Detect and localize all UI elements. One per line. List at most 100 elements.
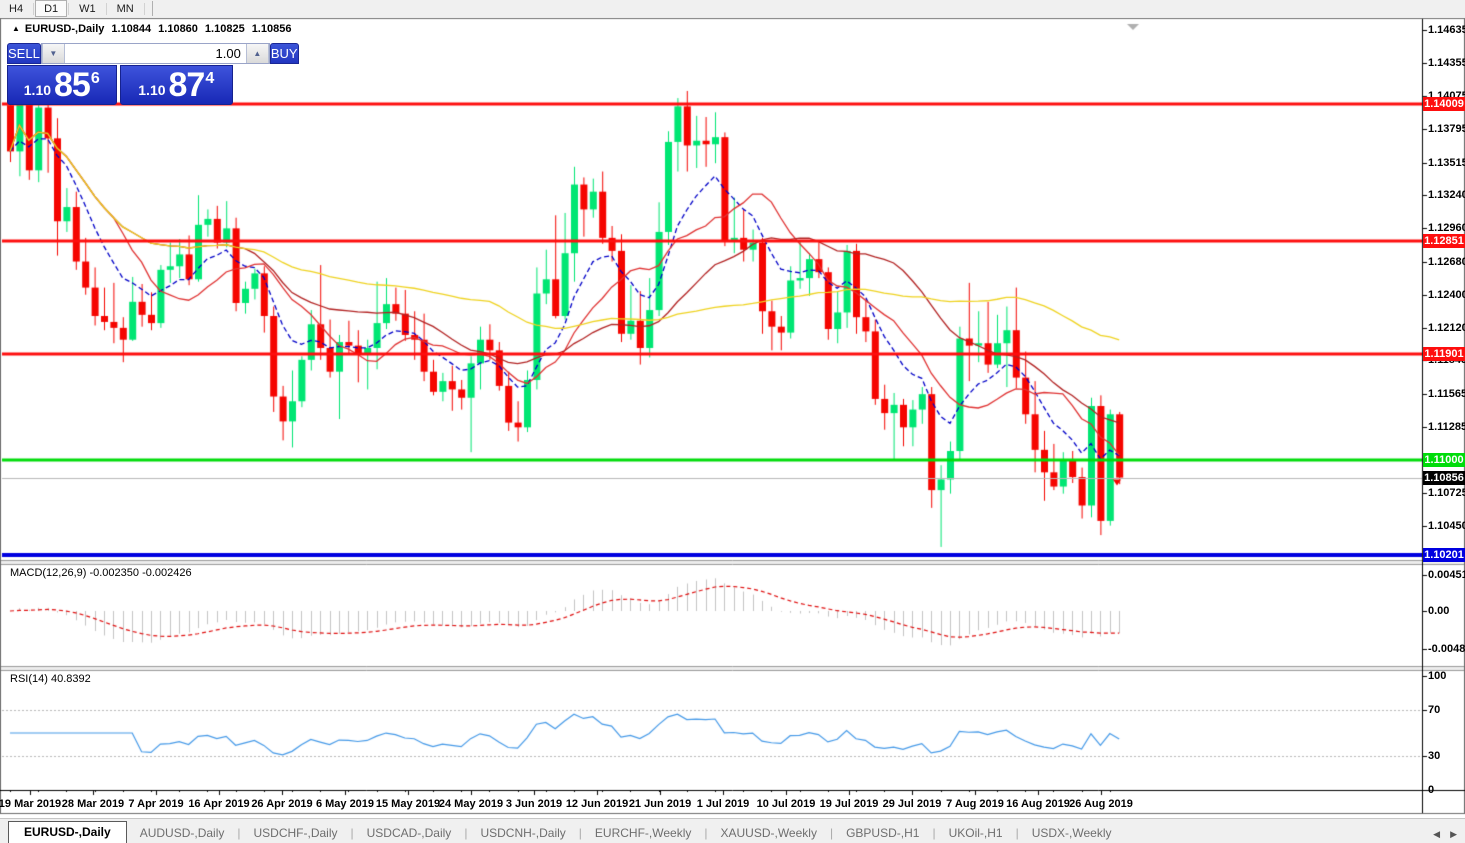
volume-increase-button[interactable]: ▲ <box>245 44 269 63</box>
tab-usdchf-daily[interactable]: USDCHF-,Daily <box>253 826 338 840</box>
timeframe-toolbar: H4 D1 W1 MN <box>0 0 1465 18</box>
sell-price-small: 1.10 <box>23 81 52 98</box>
price-tick-label: 1.13795 <box>1428 123 1465 136</box>
rsi-label: RSI(14) 40.8392 <box>10 673 91 685</box>
price-tick-label: 1.14355 <box>1428 57 1465 70</box>
price-level-label: 1.10201 <box>1423 548 1465 563</box>
price-tick-label: 1.14635 <box>1428 24 1465 36</box>
date-label: 7 Apr 2019 <box>128 798 184 810</box>
tab-ukoil-h1[interactable]: UKOil-,H1 <box>948 826 1003 840</box>
timeframe-button-h4[interactable]: H4 <box>9 2 24 15</box>
date-label: 3 Jun 2019 <box>505 798 563 810</box>
tab-separator: | <box>1015 826 1019 840</box>
tab-scroll-left-button[interactable]: ◀ <box>1433 829 1441 839</box>
price-level-label: 1.11901 <box>1423 346 1465 361</box>
macd-tick-label: -0.004806 <box>1428 643 1465 656</box>
volume-input[interactable] <box>64 44 246 63</box>
trade-panel: SELL ▼ ▲ BUY 1.10 85 6 1.10 <box>7 43 299 105</box>
date-label: 16 Apr 2019 <box>188 798 250 810</box>
price-level-label: 1.12851 <box>1423 234 1465 249</box>
price-tick-label: 1.12960 <box>1428 222 1465 235</box>
symbol-header: ▲ EURUSD-,Daily 1.10844 1.10860 1.10825 1.108… <box>12 23 291 35</box>
date-label: 21 Jun 2019 <box>628 798 692 810</box>
date-label: 7 Aug 2019 <box>946 798 1004 810</box>
tab-eurusd-daily[interactable]: EURUSD-,Daily <box>8 821 127 843</box>
collapse-arrow-icon[interactable]: ▲ <box>12 24 20 33</box>
tab-usdcad-daily[interactable]: USDCAD-,Daily <box>366 826 452 840</box>
ohlc-open: 1.10844 <box>111 23 152 35</box>
tab-eurchf-weekly[interactable]: EURCHF-,Weekly <box>594 826 692 840</box>
date-label: 19 Mar 2019 <box>0 798 62 810</box>
tab-separator: | <box>464 826 468 840</box>
date-label: 24 May 2019 <box>438 798 504 810</box>
ohlc-low: 1.10825 <box>204 23 245 35</box>
tab-audusd-daily[interactable]: AUDUSD-,Daily <box>139 826 225 840</box>
buy-price-small: 1.10 <box>138 81 166 98</box>
tab-separator: | <box>237 826 241 840</box>
date-label: 19 Jul 2019 <box>819 798 879 810</box>
date-label: 29 Jul 2019 <box>882 798 942 810</box>
tab-separator: | <box>704 826 708 840</box>
rsi-tick-label: 70 <box>1428 704 1441 717</box>
macd-label: MACD(12,26,9) -0.002350 -0.002426 <box>10 567 192 579</box>
sell-price[interactable]: 1.10 85 6 <box>7 65 117 105</box>
price-tick-label: 1.10725 <box>1428 487 1465 500</box>
volume-stepper: ▼ ▲ <box>40 43 270 64</box>
timeframe-button-w1[interactable]: W1 <box>79 2 96 15</box>
tab-usdx-weekly[interactable]: USDX-,Weekly <box>1031 826 1112 840</box>
tab-xauusd-weekly[interactable]: XAUUSD-,Weekly <box>720 826 817 840</box>
toolbar-group-separator <box>151 1 153 16</box>
current-price-label: 1.10856 <box>1423 470 1465 485</box>
rsi-tick-label: 100 <box>1428 670 1447 682</box>
price-chart-canvas[interactable] <box>0 17 1465 818</box>
timeframe-button-d1[interactable]: D1 <box>35 0 68 17</box>
price-tick-label: 1.13240 <box>1428 189 1465 202</box>
buy-button[interactable]: BUY <box>269 43 299 64</box>
chevron-up-icon: ▲ <box>253 49 262 58</box>
date-label: 6 May 2019 <box>315 798 375 810</box>
buy-price[interactable]: 1.10 87 4 <box>119 65 233 105</box>
tab-separator: | <box>350 826 354 840</box>
tab-gbpusd-h1[interactable]: GBPUSD-,H1 <box>846 826 920 840</box>
toolbar-separator <box>143 2 145 15</box>
symbol-name: EURUSD-,Daily <box>24 23 105 35</box>
tab-separator: | <box>829 826 834 840</box>
price-tick-label: 1.13515 <box>1428 156 1465 169</box>
date-label: 1 Jul 2019 <box>696 798 750 810</box>
buy-price-big: 87 <box>168 66 206 104</box>
date-label: 10 Jul 2019 <box>756 798 816 810</box>
price-tick-label: 1.11285 <box>1428 420 1465 433</box>
rsi-tick-label: 30 <box>1428 749 1441 762</box>
price-level-label: 1.14009 <box>1423 97 1465 112</box>
buy-price-sup: 4 <box>205 70 215 87</box>
timeframe-button-mn[interactable]: MN <box>116 2 134 15</box>
sell-button[interactable]: SELL <box>7 43 41 64</box>
ohlc-high: 1.10860 <box>158 23 198 35</box>
date-label: 12 Jun 2019 <box>565 798 629 810</box>
toolbar-separator <box>33 2 35 15</box>
tab-scroll-right-button[interactable]: ▶ <box>1450 829 1457 839</box>
macd-tick-label: 0.004517 <box>1428 568 1465 581</box>
ohlc-close: 1.10856 <box>251 23 292 35</box>
tab-usdcnh-daily[interactable]: USDCNH-,Daily <box>480 826 566 840</box>
date-label: 28 Mar 2019 <box>61 798 125 810</box>
price-tick-label: 1.12120 <box>1428 321 1465 334</box>
chevron-down-icon: ▼ <box>49 49 58 58</box>
date-label: 15 May 2019 <box>375 798 441 810</box>
sell-price-big: 85 <box>54 66 91 104</box>
tab-list: EURUSD-,Daily AUDUSD-,Daily | USDCHF-,Daily… <box>0 821 1125 843</box>
volume-decrease-button[interactable]: ▼ <box>41 44 65 63</box>
chart-window: ▲ EURUSD-,Daily 1.10844 1.10860 1.10825 1.108… <box>0 17 1465 818</box>
rsi-tick-label: 0 <box>1428 784 1435 796</box>
sell-price-sup: 6 <box>90 70 100 87</box>
date-label: 26 Aug 2019 <box>1069 798 1133 810</box>
toolbar-separator <box>105 2 107 15</box>
price-tick-label: 1.10450 <box>1428 519 1465 532</box>
date-label: 26 Apr 2019 <box>251 798 313 810</box>
price-tick-label: 1.12400 <box>1428 288 1465 301</box>
tab-separator: | <box>578 826 582 840</box>
price-tick-label: 1.12680 <box>1428 255 1465 268</box>
toolbar-separator <box>68 2 70 15</box>
date-label: 16 Aug 2019 <box>1006 798 1070 810</box>
